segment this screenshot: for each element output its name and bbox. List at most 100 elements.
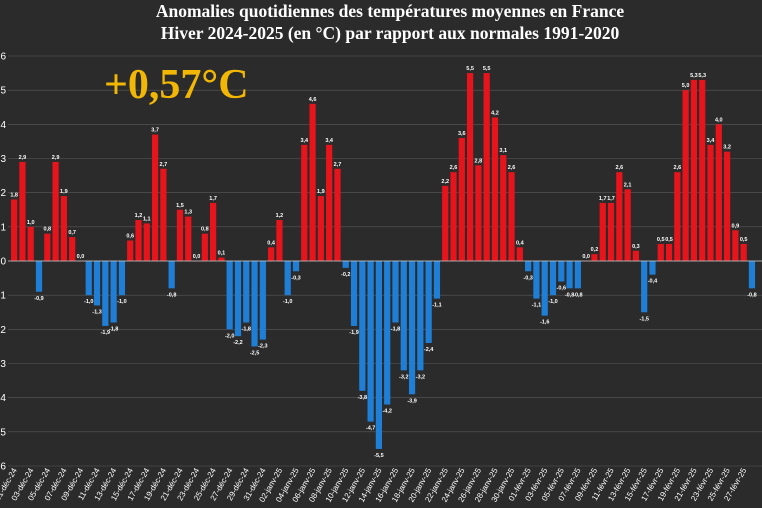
data-label: 1,9 (60, 189, 68, 195)
bar (176, 209, 184, 261)
bar (682, 90, 689, 262)
data-labels: 1,8 2,9 1,0 -0,9 0,8 2,9 1,9 0,7 0,0 -1,0 -1,3 -1,9… (10, 66, 756, 459)
bar (723, 151, 731, 261)
data-label: -1,5 (639, 316, 648, 322)
bar (210, 202, 217, 261)
y-tick-label: -3 (0, 359, 6, 370)
bar (102, 261, 109, 326)
bar (292, 261, 300, 272)
data-label: 0,5 (657, 237, 665, 243)
data-label: -0,8 (573, 292, 582, 298)
bar (491, 117, 499, 261)
data-label: -0,3 (523, 275, 532, 281)
data-label: -1,0 (283, 299, 292, 305)
y-tick-label: 4 (0, 120, 6, 131)
bar (19, 161, 26, 261)
data-label: 0,5 (665, 237, 673, 243)
bar (284, 261, 291, 296)
data-label: -1,3 (92, 309, 101, 315)
data-label: -1,9 (349, 330, 358, 336)
bar (326, 144, 333, 261)
bar (699, 79, 706, 262)
bar (541, 261, 548, 316)
data-label: 0,5 (740, 237, 748, 243)
data-label: 1,1 (143, 216, 151, 222)
bars (11, 73, 756, 449)
bar (251, 261, 258, 347)
data-label: -0,4 (648, 279, 658, 285)
data-label: -1,8 (391, 327, 400, 333)
data-label: 2,2 (441, 179, 449, 185)
data-label: 3,2 (723, 145, 731, 151)
data-label: -1,6 (540, 320, 549, 326)
data-label: -3,2 (399, 374, 408, 380)
data-label: 1,8 (10, 193, 18, 199)
data-label: -2,4 (424, 347, 434, 353)
bar (342, 261, 349, 268)
bar (317, 196, 324, 261)
data-label: -2,0 (225, 333, 234, 339)
bar (475, 165, 482, 261)
data-label: 1,7 (209, 196, 217, 202)
data-label: 1,0 (27, 220, 35, 226)
bar (11, 199, 18, 261)
data-label: 2,1 (624, 182, 632, 188)
data-label: 2,7 (160, 162, 168, 168)
data-label: 3,7 (151, 128, 159, 134)
bar (392, 261, 399, 323)
data-label: 1,7 (599, 196, 607, 202)
data-label: -0,3 (291, 275, 300, 281)
data-label: 2,6 (615, 165, 623, 171)
bar (558, 261, 565, 282)
data-label: -1,8 (109, 327, 118, 333)
bar (85, 261, 92, 296)
data-label: -1,0 (117, 299, 126, 305)
bar (674, 172, 681, 261)
bar (624, 189, 631, 261)
data-label: 0,1 (218, 251, 226, 257)
y-tick-label: 3 (0, 154, 6, 165)
bar (334, 168, 341, 261)
data-label: 5,5 (483, 66, 491, 72)
bar (632, 250, 639, 261)
data-label: -4,7 (366, 426, 375, 432)
bar (740, 243, 747, 261)
data-label: 4,0 (715, 117, 723, 123)
bar (27, 226, 34, 261)
data-label: 3,4 (300, 138, 309, 144)
bar (649, 261, 656, 275)
data-label: 2,9 (19, 155, 27, 161)
data-label: 1,7 (607, 196, 615, 202)
data-label: 1,9 (317, 189, 325, 195)
data-label: 0,8 (201, 227, 209, 233)
bar (160, 168, 167, 261)
bar (715, 124, 722, 261)
bar (118, 261, 126, 296)
bar (400, 261, 407, 371)
bar (110, 261, 117, 323)
y-tick-label: 6 (0, 52, 6, 63)
data-label: -2,5 (250, 350, 259, 356)
data-label: 2,6 (450, 165, 458, 171)
data-label: 0,0 (77, 254, 85, 260)
bar (574, 261, 581, 289)
data-label: 3,1 (499, 148, 507, 154)
data-label: -0,2 (341, 272, 350, 278)
bar (641, 261, 648, 313)
bar (657, 243, 664, 261)
y-tick-label: -1 (0, 291, 6, 302)
bar (60, 196, 67, 261)
bar (359, 261, 366, 391)
bar (276, 220, 283, 261)
bar (243, 261, 250, 323)
data-label: -0,6 (557, 286, 566, 292)
data-label: -3,8 (358, 395, 367, 401)
data-label: -1,8 (242, 327, 251, 333)
y-tick-label: -5 (0, 427, 6, 438)
bar (425, 261, 432, 343)
bar (732, 230, 739, 261)
bar (367, 261, 374, 422)
data-label: -2,3 (258, 344, 267, 350)
data-label: 4,6 (309, 97, 317, 103)
